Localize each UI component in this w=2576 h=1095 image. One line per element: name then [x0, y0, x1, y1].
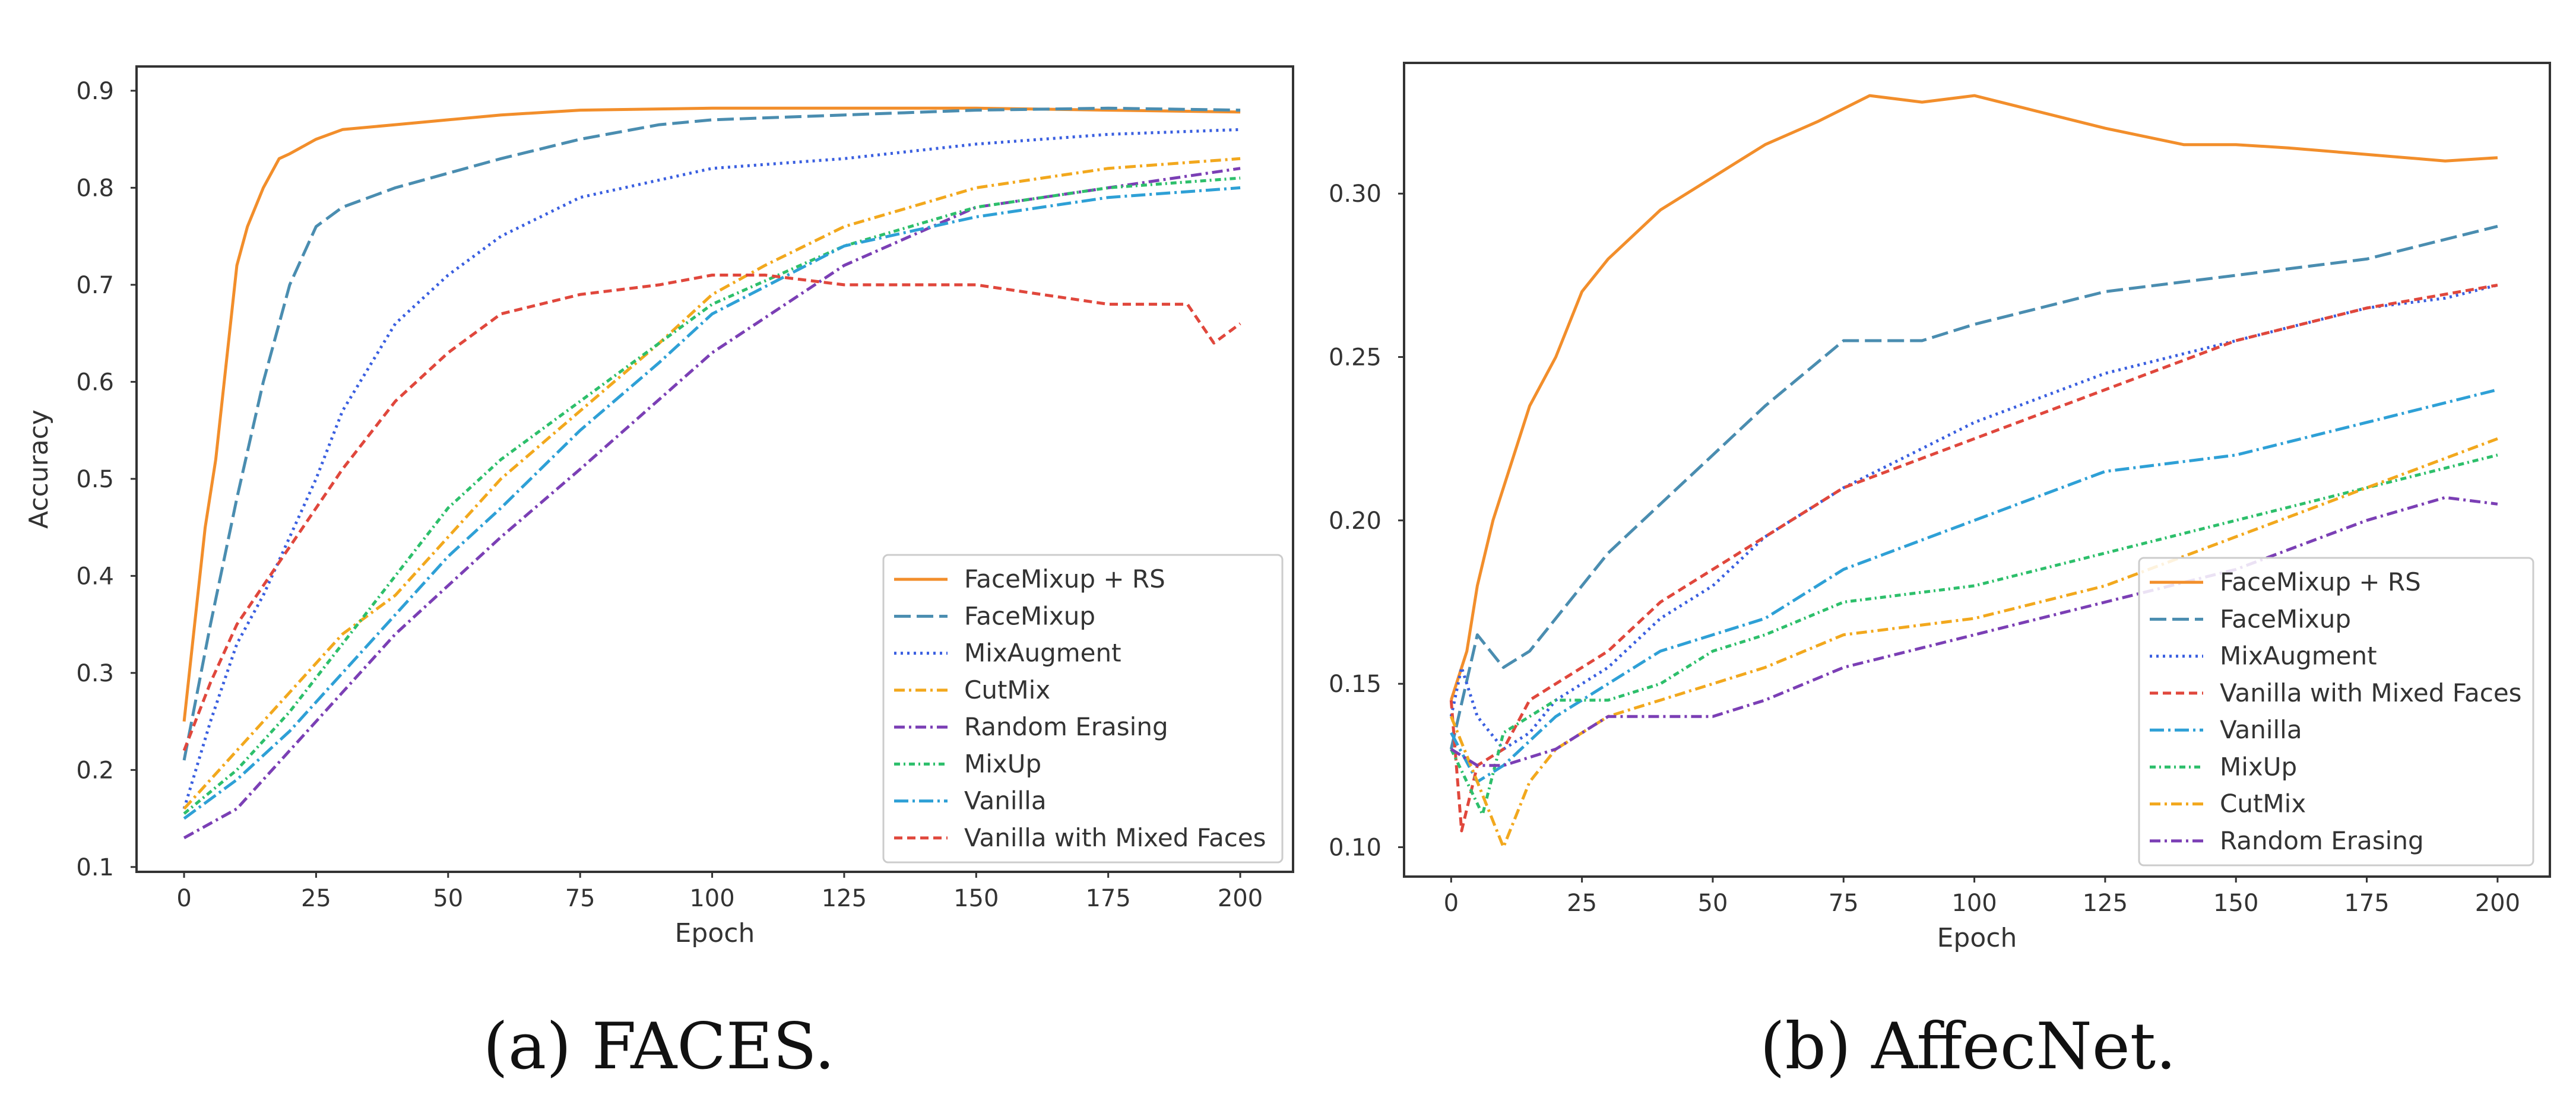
legend-label: Vanilla [2220, 715, 2302, 744]
x-axis-label: Epoch [675, 918, 755, 948]
panel-affecnet: 0 25 50 75 100 125 150 175 200 0.10 0.15 0.20 0.25 0.… [1329, 62, 2551, 953]
series-line-0 [1449, 94, 2498, 701]
legend-label: MixAugment [2220, 642, 2377, 671]
y-tick-label: 0.1 [76, 854, 114, 881]
series-line-5 [183, 176, 1241, 815]
y-tick-label: 0.9 [76, 78, 114, 105]
x-tick-label: 175 [2344, 890, 2389, 917]
legend-label: Random Erasing [2220, 826, 2424, 855]
legend-box [882, 554, 1284, 864]
x-axis-label: Epoch [1937, 923, 2017, 953]
panel-faces: 0 25 50 75 100 125 150 175 200 0.1 0.2 0.3 0.4 0.5 0.6… [24, 65, 1294, 948]
legend-box [2138, 557, 2534, 867]
legend-label: MixAugment [964, 639, 1121, 668]
series-line-3 [1449, 283, 2498, 833]
legend-label: Vanilla with Mixed Faces [2220, 678, 2522, 707]
plot-frame [1403, 62, 2551, 878]
series-line-7 [182, 274, 1241, 751]
x-tick-label: 0 [176, 885, 191, 912]
y-tick-label: 0.6 [76, 369, 114, 396]
x-tick-label: 150 [953, 885, 999, 912]
y-tick-label: 0.8 [76, 174, 114, 202]
x-tick-label: 25 [301, 885, 331, 912]
y-tick-label: 0.25 [1329, 344, 1382, 372]
series-line-2 [182, 128, 1241, 810]
y-tick-label: 0.7 [76, 272, 114, 299]
caption-affecnet: (b) AffecNet. [1760, 1010, 2176, 1084]
x-tick-label: 50 [1698, 890, 1728, 917]
x-tick-label: 100 [689, 885, 734, 912]
y-tick-label: 0.30 [1329, 180, 1382, 208]
y-axis-label: Accuracy [24, 410, 54, 529]
x-tick-label: 100 [1951, 890, 1997, 917]
series-line-3 [183, 157, 1241, 810]
series-line-1 [182, 106, 1241, 761]
series-line-5 [1450, 453, 2498, 816]
legend: FaceMixup + RS FaceMixup MixAugment Vanilla… [2138, 557, 2534, 867]
series-line-6 [1449, 437, 2498, 849]
legend-label: CutMix [964, 675, 1050, 704]
legend-label: Random Erasing [964, 712, 1168, 741]
legend-label: FaceMixup [2220, 604, 2351, 633]
legend-label: FaceMixup + RS [964, 564, 1165, 593]
legend-label: MixUp [2220, 752, 2297, 781]
caption-faces: (a) FACES. [483, 1010, 835, 1084]
x-tick-label: 125 [822, 885, 867, 912]
series-line-0 [182, 106, 1241, 722]
legend: FaceMixup + RS FaceMixup MixAugment CutMix R… [882, 554, 1284, 864]
legend-label: CutMix [2220, 789, 2306, 818]
x-tick-label: 0 [1444, 890, 1459, 917]
x-tick-label: 75 [1829, 890, 1859, 917]
legend-label: Vanilla [964, 786, 1047, 815]
y-tick-label: 0.15 [1329, 671, 1382, 698]
y-tick-label: 0.4 [76, 563, 114, 590]
y-tick-label: 0.10 [1329, 834, 1382, 861]
legend-label: FaceMixup [964, 601, 1095, 630]
x-tick-label: 25 [1567, 890, 1597, 917]
legend-label: MixUp [964, 749, 1041, 778]
legend-label: Vanilla with Mixed Faces [964, 823, 1266, 852]
series-line-1 [1449, 224, 2498, 750]
plot-frame [135, 65, 1294, 873]
y-tick-label: 0.2 [76, 757, 114, 784]
x-tick-label: 200 [2475, 890, 2520, 917]
x-tick-label: 125 [2083, 890, 2128, 917]
legend-label: FaceMixup + RS [2220, 567, 2421, 596]
series-line-6 [183, 186, 1241, 820]
y-tick-label: 0.20 [1329, 507, 1382, 535]
y-tick-label: 0.3 [76, 660, 114, 687]
y-tick-label: 0.5 [76, 466, 114, 493]
x-tick-label: 50 [433, 885, 463, 912]
x-tick-label: 200 [1218, 885, 1263, 912]
series-line-4 [1450, 388, 2498, 783]
x-tick-label: 75 [565, 885, 595, 912]
x-tick-label: 150 [2213, 890, 2258, 917]
x-tick-label: 175 [1085, 885, 1130, 912]
